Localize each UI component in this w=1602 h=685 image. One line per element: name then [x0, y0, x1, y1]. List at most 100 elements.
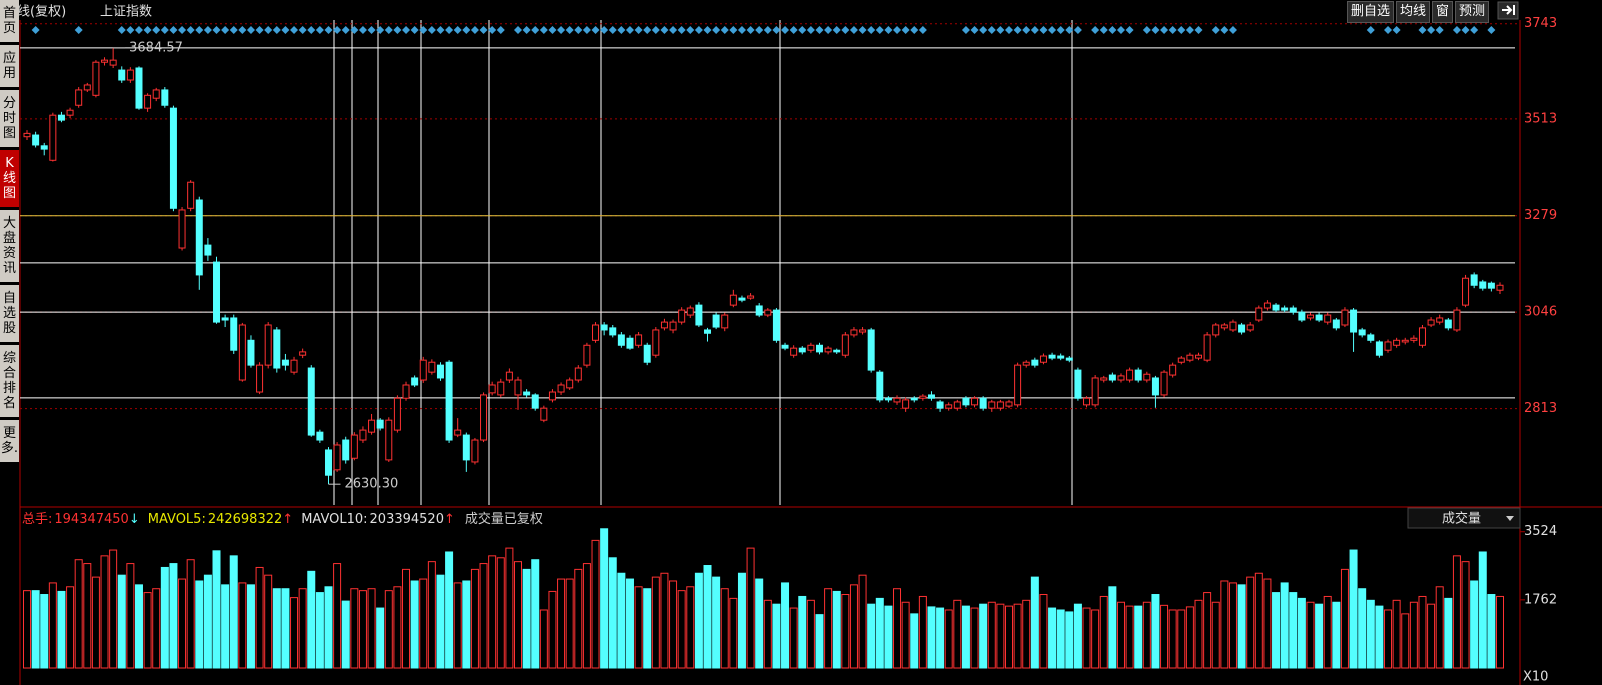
- candle-body: [1410, 337, 1418, 341]
- signal-marker: [789, 26, 798, 34]
- volume-bar: [884, 605, 893, 669]
- candle-body: [1083, 397, 1091, 406]
- signal-marker: [763, 26, 772, 34]
- candle-body: [772, 309, 780, 341]
- sidebar-tab[interactable]: 分时图: [0, 90, 19, 147]
- volume-bar: [849, 584, 858, 669]
- sidebar-tab[interactable]: 首页: [0, 0, 19, 42]
- signal-marker: [849, 26, 858, 34]
- sidebar-tab[interactable]: K线图: [0, 150, 19, 207]
- candle-body: [1212, 324, 1220, 336]
- candle-body: [101, 59, 109, 63]
- candle-body: [841, 334, 849, 356]
- volume-bar: [1254, 572, 1263, 669]
- signal-marker: [419, 26, 428, 34]
- candle-body: [815, 344, 823, 353]
- sidebar-tab[interactable]: 综合排名: [0, 345, 19, 417]
- toolbar-button[interactable]: 预测: [1455, 1, 1490, 23]
- volume-note: 成交量已复权: [465, 511, 543, 527]
- dropdown[interactable]: [1407, 507, 1521, 529]
- sidebar-tab[interactable]: 自选股: [0, 285, 19, 342]
- volume-bar: [195, 580, 204, 669]
- toolbar-button[interactable]: 删自选: [1347, 1, 1395, 23]
- legend-name: MAVOL5:: [148, 512, 206, 527]
- signal-marker: [324, 26, 333, 34]
- candle-body: [919, 395, 927, 399]
- volume-bar: [686, 586, 695, 669]
- toolbar-button[interactable]: 窗: [1432, 1, 1454, 23]
- candle-body: [1177, 357, 1185, 363]
- volume-bar: [737, 572, 746, 669]
- candle-body: [1151, 377, 1159, 396]
- dropdown-label[interactable]: 成交量: [1442, 511, 1481, 527]
- toolbar-button[interactable]: 均线: [1396, 1, 1431, 23]
- signal-marker: [677, 26, 686, 34]
- volume-bar: [367, 588, 376, 669]
- legend-name: 总手:: [22, 512, 52, 527]
- signal-marker: [1177, 26, 1186, 34]
- volume-bar: [1272, 592, 1281, 669]
- volume-bar: [1142, 601, 1151, 669]
- legend-arrow: ↓: [129, 512, 140, 527]
- signal-marker: [703, 26, 712, 34]
- volume-bar: [1280, 582, 1289, 669]
- signal-marker: [384, 26, 393, 34]
- candle-body: [1324, 314, 1332, 323]
- candle-body: [764, 309, 772, 316]
- signal-marker: [884, 26, 893, 34]
- candle-body: [1367, 334, 1375, 341]
- volume-bar: [806, 599, 815, 669]
- signal-marker: [31, 26, 40, 34]
- candle-body: [1039, 355, 1047, 363]
- signal-marker: [1091, 26, 1100, 34]
- signal-marker: [841, 26, 850, 34]
- volume-bar: [634, 586, 643, 669]
- signal-marker: [1065, 26, 1074, 34]
- volume-bar: [1065, 611, 1074, 669]
- candle-body: [1401, 339, 1409, 343]
- dropdown-arrow[interactable]: [1506, 516, 1514, 521]
- candle-body: [781, 344, 789, 349]
- volume-bar: [23, 590, 31, 669]
- signal-marker: [531, 26, 540, 34]
- legend-name: MAVOL10:: [301, 512, 367, 527]
- candle-body: [833, 349, 841, 353]
- signal-marker: [600, 26, 609, 34]
- candle-body: [1350, 309, 1358, 333]
- signal-marker: [1470, 26, 1479, 34]
- volume-bar: [600, 528, 609, 669]
- sidebar-tab[interactable]: 更多.: [0, 420, 19, 462]
- volume-bar: [350, 588, 359, 669]
- sidebar-tab[interactable]: 大盘资讯: [0, 210, 19, 282]
- signal-marker: [729, 26, 738, 34]
- candle-body: [1203, 334, 1211, 361]
- volume-bar: [203, 574, 212, 669]
- volume-bar: [496, 557, 505, 669]
- candle-body: [996, 401, 1004, 409]
- candle-body: [49, 114, 57, 161]
- volume-bar: [531, 559, 540, 669]
- signal-marker: [272, 26, 281, 34]
- signal-marker: [126, 26, 135, 34]
- volume-bar: [358, 590, 367, 669]
- candle-body: [635, 334, 643, 346]
- volume-bar: [83, 563, 92, 669]
- candle-body: [1444, 319, 1452, 329]
- candle-body: [962, 397, 970, 406]
- volume-bar: [824, 588, 833, 669]
- signal-marker: [910, 26, 919, 34]
- volume-bar: [143, 592, 152, 669]
- legend-value: 203394520: [370, 512, 444, 527]
- volume-bar: [1194, 599, 1203, 669]
- candle-body: [445, 361, 453, 441]
- signal-marker: [1194, 26, 1203, 34]
- sidebar-tab[interactable]: 应用: [0, 45, 19, 87]
- volume-bar: [1289, 592, 1298, 669]
- candle-body: [824, 347, 832, 353]
- candle-body: [75, 89, 83, 106]
- signal-marker: [514, 26, 522, 34]
- volume-bar: [479, 563, 488, 669]
- signal-marker: [427, 26, 436, 34]
- exit-icon[interactable]: [1497, 1, 1519, 20]
- volume-bar: [1134, 605, 1143, 669]
